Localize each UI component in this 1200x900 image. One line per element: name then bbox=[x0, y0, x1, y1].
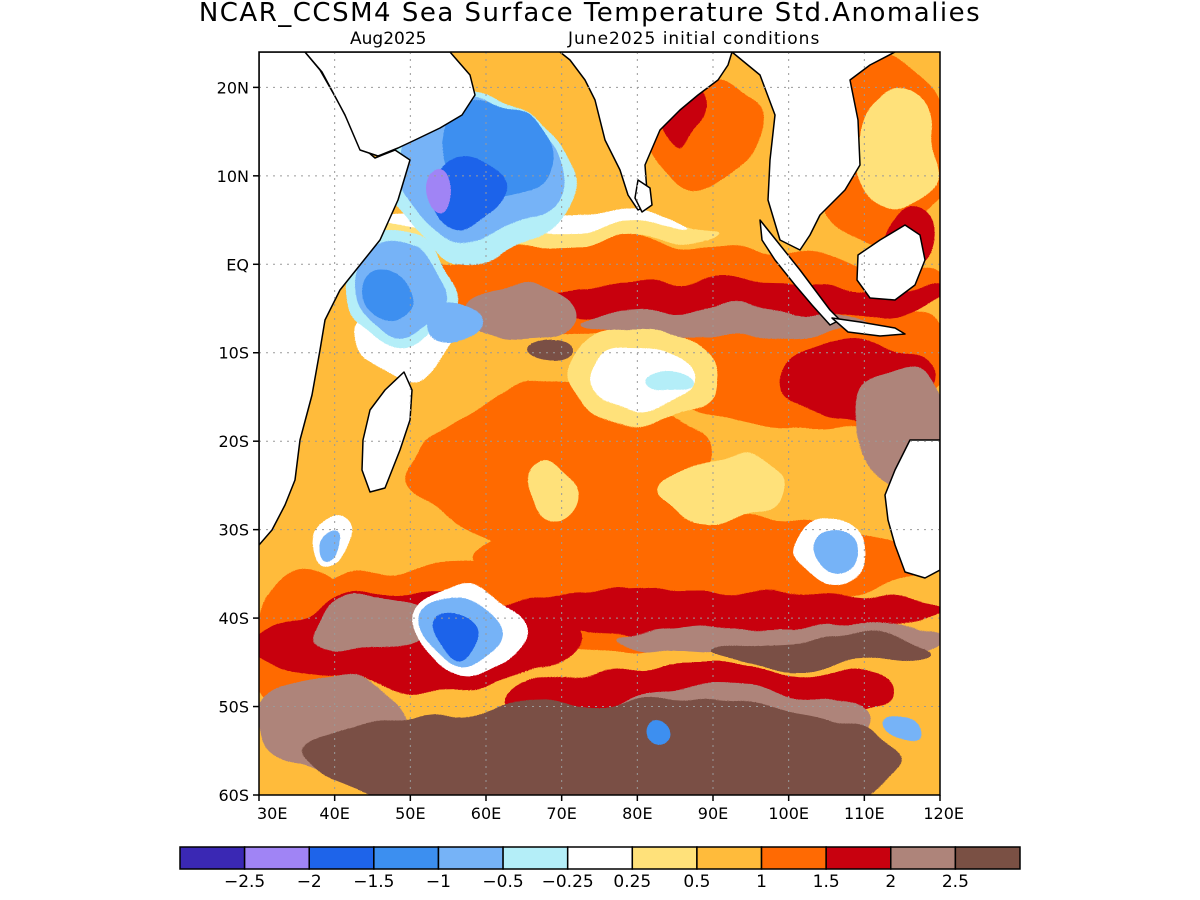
lat-tick-label: 30S bbox=[218, 521, 249, 540]
initial-conditions-label: June2025 initial conditions bbox=[568, 29, 821, 49]
java bbox=[831, 317, 906, 337]
lat-tick-label: 60S bbox=[218, 786, 249, 805]
colorbar-label: 0.25 bbox=[613, 872, 651, 892]
colorbar-swatch bbox=[825, 846, 892, 870]
anomaly-region bbox=[860, 90, 940, 210]
anomaly-region bbox=[465, 280, 575, 340]
anomaly-region bbox=[300, 700, 900, 795]
lat-tick-label: 20N bbox=[217, 78, 249, 97]
anomaly-region bbox=[894, 718, 926, 742]
lat-tick-label: 10S bbox=[218, 344, 249, 363]
colorbar-swatch bbox=[243, 846, 310, 870]
borneo bbox=[856, 224, 926, 301]
colorbar-swatch bbox=[954, 846, 1021, 870]
colorbar-label: 2 bbox=[885, 872, 896, 892]
colorbar-label: 2.5 bbox=[942, 872, 969, 892]
australia bbox=[884, 439, 940, 579]
sumatra bbox=[759, 219, 841, 326]
lon-tick-label: 120E bbox=[923, 804, 964, 823]
colorbar-label: −2 bbox=[297, 872, 322, 892]
lon-tick-label: 30E bbox=[257, 804, 287, 823]
anomaly-region bbox=[818, 526, 862, 574]
colorbar-swatch bbox=[890, 846, 957, 870]
lon-tick-label: 80E bbox=[622, 804, 652, 823]
colorbar-swatch bbox=[631, 846, 698, 870]
plot-area bbox=[259, 52, 940, 795]
map-axes: 20N 10N EQ 10S 20S 30S 40S 50S 60S 30E 40E 50E 60E 70… bbox=[217, 78, 964, 823]
lon-tick-label: 100E bbox=[768, 804, 809, 823]
colorbar-swatch bbox=[502, 846, 569, 870]
indochina bbox=[731, 52, 896, 251]
colorbar-swatch bbox=[696, 846, 763, 870]
colorbar-swatch bbox=[373, 846, 440, 870]
anomaly-region bbox=[357, 270, 413, 320]
colorbar-label: −0.25 bbox=[542, 872, 594, 892]
colorbar-label: −0.5 bbox=[482, 872, 523, 892]
colorbar-label: 0.5 bbox=[683, 872, 710, 892]
lon-tick-label: 50E bbox=[395, 804, 425, 823]
anomaly-region bbox=[650, 375, 694, 395]
colorbar-swatch bbox=[179, 846, 246, 870]
colorbar-labels: −2.5 −2 −1.5 −1 −0.5 −0.25 0.25 0.5 1 1.5 2 2.5 bbox=[224, 872, 969, 892]
lon-tick-label: 90E bbox=[698, 804, 728, 823]
anomaly-region bbox=[585, 350, 695, 410]
colorbar-label: −1 bbox=[426, 872, 451, 892]
colorbar-swatch bbox=[566, 846, 634, 870]
lon-tick-label: 40E bbox=[319, 804, 349, 823]
lon-tick-label: 110E bbox=[844, 804, 885, 823]
anomaly-region bbox=[580, 308, 860, 336]
graticule bbox=[259, 52, 940, 795]
anomaly-region bbox=[525, 340, 565, 364]
anomaly-region bbox=[316, 533, 340, 557]
colorbar-swatch bbox=[308, 846, 375, 870]
lat-tick-label: 40S bbox=[218, 609, 249, 628]
chart-title: NCAR_CCSM4 Sea Surface Temperature Std.A… bbox=[198, 0, 982, 28]
lat-tick-label: 20S bbox=[218, 432, 249, 451]
lat-tick-label: 50S bbox=[218, 698, 249, 717]
forecast-month: Aug2025 bbox=[350, 29, 427, 49]
colorbar-label: 1 bbox=[756, 872, 767, 892]
sri-lanka bbox=[634, 179, 653, 213]
lon-tick-label: 70E bbox=[546, 804, 576, 823]
anomaly-region bbox=[710, 634, 930, 666]
lat-tick-label: EQ bbox=[226, 255, 249, 274]
colorbar-label: −1.5 bbox=[353, 872, 394, 892]
plot-frame bbox=[258, 51, 941, 796]
anomaly-region bbox=[533, 465, 577, 525]
lat-tick-label: 10N bbox=[217, 167, 249, 186]
anomaly-region bbox=[425, 170, 455, 210]
colorbar-swatch bbox=[437, 846, 504, 870]
anomaly-field bbox=[259, 60, 940, 795]
colorbar-label: −2.5 bbox=[224, 872, 265, 892]
lon-tick-label: 60E bbox=[471, 804, 501, 823]
anomaly-region bbox=[435, 615, 475, 655]
colorbar-label: 1.5 bbox=[813, 872, 840, 892]
anomaly-region bbox=[425, 303, 485, 347]
colorbar-swatch bbox=[760, 846, 827, 870]
arabian-peninsula bbox=[304, 52, 476, 157]
anomaly-region bbox=[660, 460, 780, 520]
colorbar bbox=[179, 846, 1021, 870]
anomaly-region bbox=[310, 600, 430, 656]
anomaly-region bbox=[641, 725, 669, 745]
